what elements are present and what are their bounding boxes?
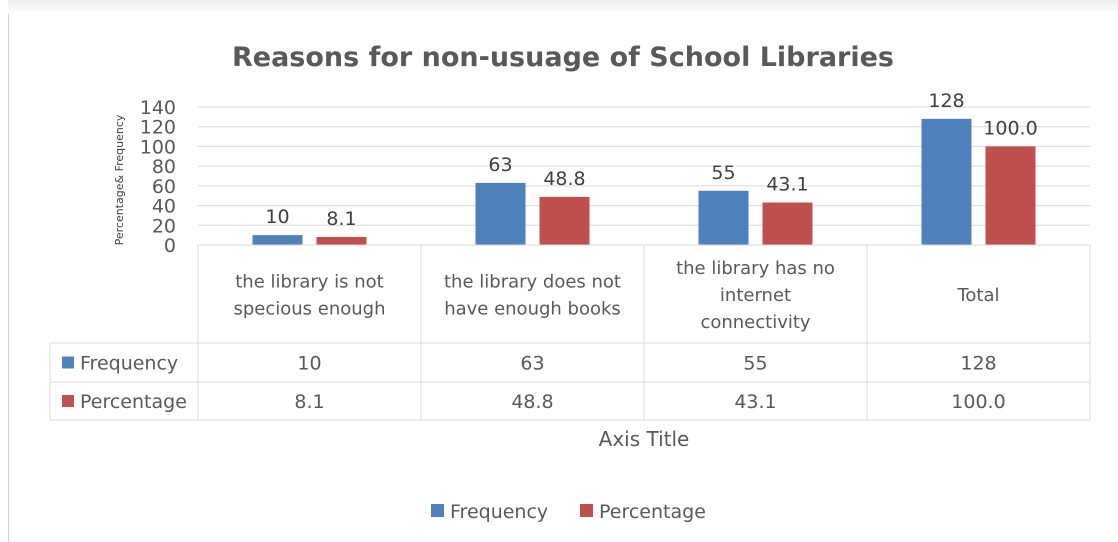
table-legend-key — [62, 356, 74, 369]
table-cell-value: 128 — [960, 353, 996, 375]
table-cell-value: 63 — [520, 353, 544, 375]
table-legend-key — [62, 395, 74, 407]
data-labels: 10 8.1 63 48.8 55 43.1 128 100.0 — [265, 90, 1037, 230]
bar-frequency — [252, 235, 303, 245]
category-label: have enough books — [444, 299, 621, 320]
category-label: specious enough — [233, 299, 385, 320]
data-label: 10 — [265, 206, 289, 228]
y-tick-label: 80 — [152, 156, 176, 178]
page-edge — [0, 0, 9, 542]
bar-frequency — [921, 118, 972, 245]
data-label: 43.1 — [766, 174, 808, 196]
bar-frequency — [698, 190, 749, 245]
table-cell-value: 100.0 — [951, 391, 1005, 413]
table-cell-value: 48.8 — [511, 391, 553, 413]
data-label: 128 — [928, 90, 964, 112]
data-label: 63 — [488, 154, 512, 176]
page-top-shade — [8, 0, 1118, 14]
bar-percentage — [316, 237, 367, 245]
y-tick-label: 100 — [140, 136, 176, 158]
category-label: the library has no — [676, 258, 835, 279]
table-series-name: Percentage — [80, 391, 187, 413]
bar-frequency — [475, 182, 526, 245]
data-label: 100.0 — [983, 117, 1037, 139]
bar-percentage — [985, 146, 1036, 245]
data-label: 8.1 — [326, 208, 356, 230]
y-tick-label: 40 — [152, 196, 176, 218]
category-label: the library is not — [235, 272, 383, 293]
table-cell-value: 10 — [297, 353, 321, 375]
bar-percentage — [762, 202, 813, 245]
bar-percentage — [539, 196, 590, 245]
legend-key-percentage — [580, 504, 593, 517]
bars — [252, 118, 1036, 245]
table-cell-value: 8.1 — [294, 391, 324, 413]
legend-label: Frequency — [450, 501, 548, 523]
y-tick-label: 60 — [152, 176, 176, 198]
table-cell-value: 43.1 — [734, 391, 776, 413]
category-label: connectivity — [700, 312, 810, 333]
data-label: 55 — [711, 162, 735, 184]
x-axis-title: Axis Title — [599, 427, 690, 451]
data-table: the library is not specious enough the lib… — [49, 244, 1091, 421]
category-label: Total — [956, 285, 999, 306]
table-cell-value: 55 — [743, 353, 767, 375]
chart-title: Reasons for non-usuage of School Librari… — [232, 42, 894, 73]
legend-label: Percentage — [599, 501, 706, 523]
table-series-name: Frequency — [80, 353, 178, 375]
category-label: the library does not — [444, 272, 621, 293]
category-label: internet — [720, 285, 791, 306]
legend-key-frequency — [431, 504, 444, 517]
legend: Frequency Percentage — [431, 501, 706, 523]
y-tick-label: 0 — [164, 235, 176, 257]
data-label: 48.8 — [543, 168, 585, 190]
y-tick-label: 120 — [140, 117, 176, 139]
y-axis-label: Percentage& Frequency — [113, 114, 126, 245]
y-tick-label: 20 — [152, 215, 176, 237]
y-tick-label: 140 — [140, 97, 176, 119]
